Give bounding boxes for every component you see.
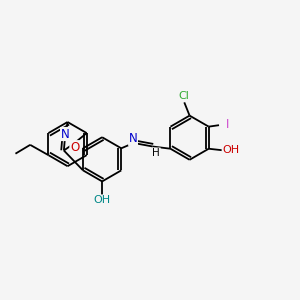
Text: H: H [152,148,160,158]
Text: OH: OH [94,195,111,205]
Text: N: N [61,128,69,140]
Text: OH: OH [222,145,239,155]
Text: O: O [70,141,79,154]
Text: Cl: Cl [178,92,189,101]
Text: I: I [226,118,229,131]
Text: N: N [129,132,137,146]
